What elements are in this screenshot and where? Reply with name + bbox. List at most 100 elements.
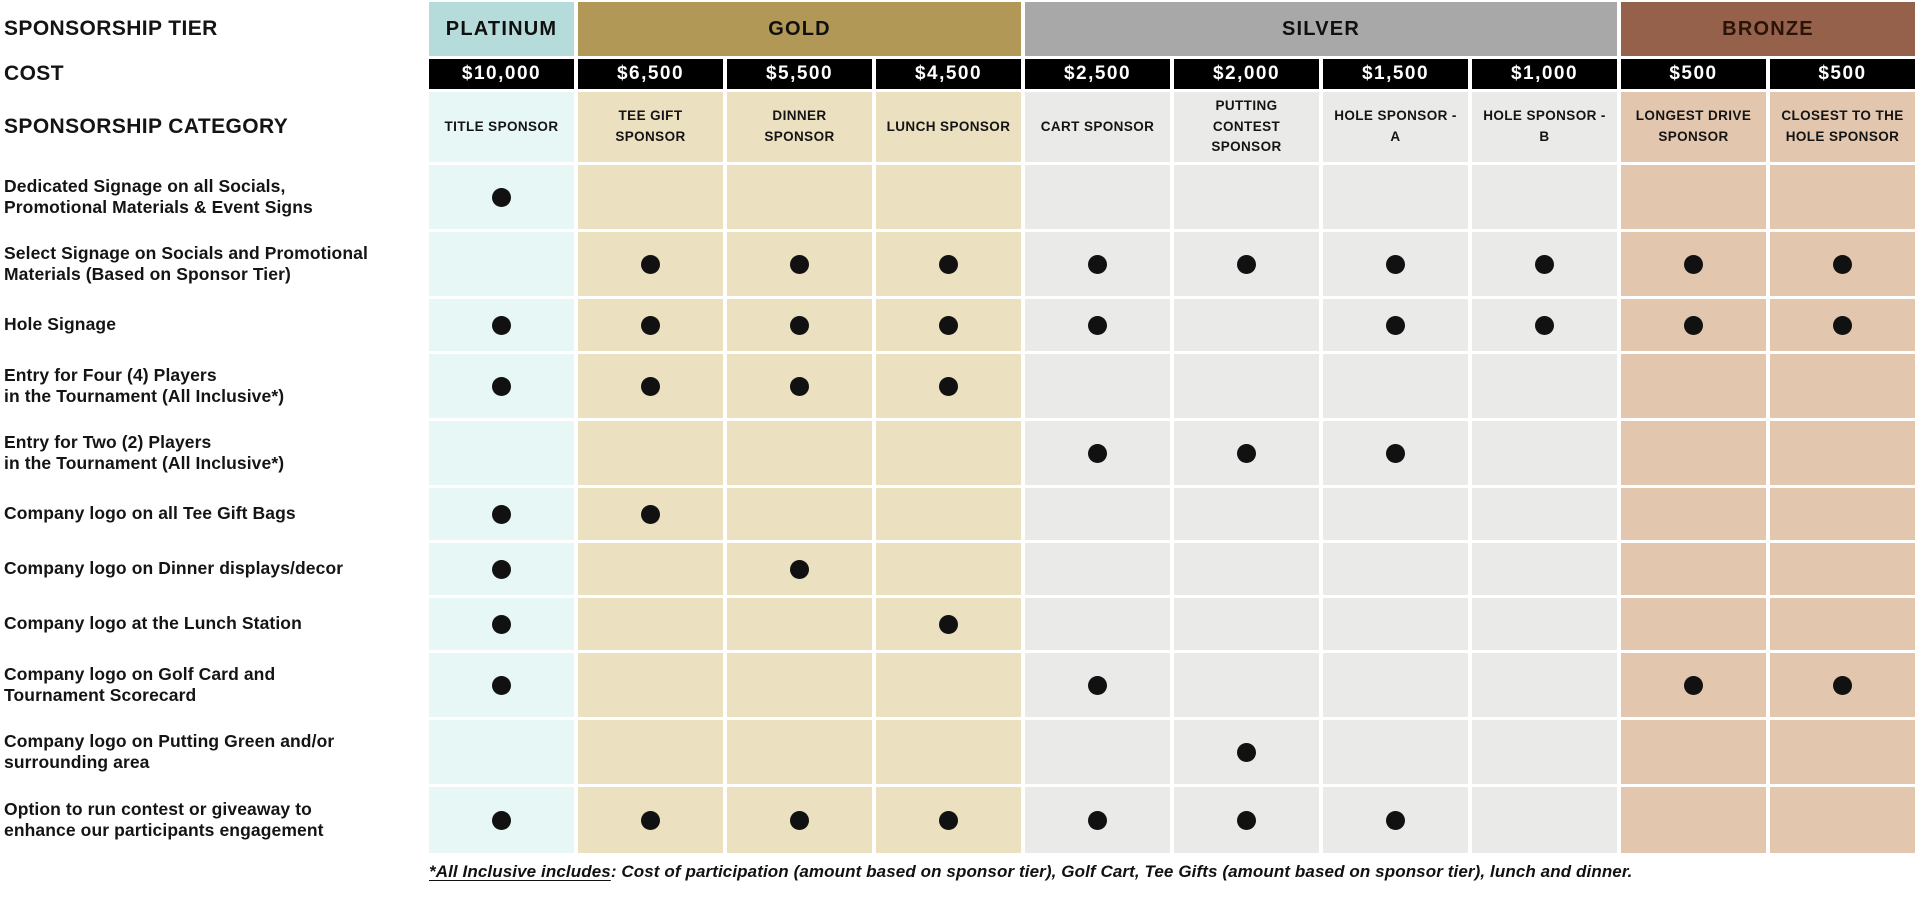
benefit-cell-empty	[1174, 354, 1319, 418]
included-dot-icon	[1386, 315, 1405, 335]
benefit-cell-empty	[1621, 543, 1766, 595]
included-dot-icon	[1833, 254, 1852, 274]
benefit-cell-included	[429, 299, 574, 351]
benefit-cell-empty	[1472, 720, 1617, 784]
benefit-cell-included	[1174, 232, 1319, 296]
included-dot-icon	[1684, 675, 1703, 695]
benefit-cell-included	[578, 299, 723, 351]
included-dot-icon	[939, 376, 958, 396]
benefit-cell-included	[876, 299, 1021, 351]
benefit-cell-empty	[876, 165, 1021, 229]
benefit-cell-included	[1770, 232, 1915, 296]
sponsorship-table: SPONSORSHIP TIER PLATINUM GOLD SILVER BR…	[4, 2, 1915, 853]
included-dot-icon	[1088, 810, 1107, 830]
benefit-cell-empty	[1472, 354, 1617, 418]
benefit-cell-empty	[1770, 787, 1915, 853]
included-dot-icon	[1684, 254, 1703, 274]
benefit-cell-empty	[1621, 488, 1766, 540]
benefit-cell-included	[876, 598, 1021, 650]
benefit-cell-included	[1621, 232, 1766, 296]
included-dot-icon	[939, 810, 958, 830]
included-dot-icon	[1535, 315, 1554, 335]
category-cell: HOLE SPONSOR - B	[1472, 92, 1617, 162]
category-cell: LONGEST DRIVE SPONSOR	[1621, 92, 1766, 162]
benefit-cell-empty	[578, 653, 723, 717]
cost-cell: $2,000	[1174, 59, 1319, 89]
included-dot-icon	[641, 504, 660, 524]
included-dot-icon	[492, 614, 511, 634]
benefit-cell-empty	[1770, 354, 1915, 418]
benefit-cell-included	[578, 787, 723, 853]
included-dot-icon	[492, 376, 511, 396]
footnote-underlined-text: *All Inclusive includes	[429, 862, 611, 881]
benefit-cell-empty	[727, 488, 872, 540]
benefit-row-label: Hole Signage	[4, 299, 425, 351]
included-dot-icon	[492, 559, 511, 579]
benefit-cell-empty	[1621, 421, 1766, 485]
benefit-cell-included	[578, 354, 723, 418]
benefit-cell-empty	[1472, 653, 1617, 717]
benefit-cell-empty	[876, 720, 1021, 784]
included-dot-icon	[1088, 254, 1107, 274]
benefit-cell-included	[1025, 787, 1170, 853]
row-label-sponsorship-category: SPONSORSHIP CATEGORY	[4, 92, 425, 162]
benefit-cell-empty	[1174, 488, 1319, 540]
cost-cell: $500	[1770, 59, 1915, 89]
benefit-cell-empty	[1025, 543, 1170, 595]
benefit-cell-empty	[1770, 543, 1915, 595]
benefit-cell-empty	[429, 421, 574, 485]
included-dot-icon	[492, 187, 511, 207]
benefit-cell-included	[727, 787, 872, 853]
benefit-cell-empty	[1174, 543, 1319, 595]
benefit-cell-empty	[1472, 787, 1617, 853]
benefit-cell-included	[1174, 720, 1319, 784]
included-dot-icon	[790, 376, 809, 396]
benefit-cell-included	[1025, 653, 1170, 717]
benefit-cell-empty	[1323, 653, 1468, 717]
benefit-cell-empty	[1323, 354, 1468, 418]
benefit-cell-empty	[727, 720, 872, 784]
benefit-cell-empty	[727, 165, 872, 229]
benefit-cell-included	[727, 299, 872, 351]
included-dot-icon	[790, 559, 809, 579]
benefit-cell-empty	[1472, 165, 1617, 229]
benefit-cell-included	[429, 165, 574, 229]
category-cell: CART SPONSOR	[1025, 92, 1170, 162]
included-dot-icon	[1833, 675, 1852, 695]
category-cell: PUTTING CONTEST SPONSOR	[1174, 92, 1319, 162]
benefit-row-label: Company logo on Putting Green and/or sur…	[4, 720, 425, 784]
benefit-row-label: Entry for Two (2) Players in the Tournam…	[4, 421, 425, 485]
benefit-cell-empty	[1025, 720, 1170, 784]
category-cell: CLOSEST TO THE HOLE SPONSOR	[1770, 92, 1915, 162]
category-cell: LUNCH SPONSOR	[876, 92, 1021, 162]
category-cell: DINNER SPONSOR	[727, 92, 872, 162]
benefit-cell-included	[1323, 232, 1468, 296]
benefit-cell-empty	[429, 720, 574, 784]
benefit-cell-included	[1025, 421, 1170, 485]
row-label-cost: COST	[4, 59, 425, 89]
benefit-cell-included	[1323, 787, 1468, 853]
benefit-cell-included	[578, 232, 723, 296]
benefit-cell-empty	[876, 543, 1021, 595]
footnote: *All Inclusive includes: Cost of partici…	[429, 862, 1919, 882]
benefit-cell-empty	[578, 165, 723, 229]
included-dot-icon	[939, 315, 958, 335]
included-dot-icon	[1386, 254, 1405, 274]
benefit-cell-empty	[1770, 598, 1915, 650]
tier-header-silver: SILVER	[1025, 2, 1617, 56]
tier-header-gold: GOLD	[578, 2, 1021, 56]
benefit-cell-empty	[578, 720, 723, 784]
included-dot-icon	[641, 376, 660, 396]
benefit-cell-empty	[876, 421, 1021, 485]
benefit-cell-empty	[1621, 787, 1766, 853]
cost-cell: $5,500	[727, 59, 872, 89]
cost-cell: $1,500	[1323, 59, 1468, 89]
included-dot-icon	[1088, 443, 1107, 463]
benefit-cell-empty	[1472, 543, 1617, 595]
benefit-cell-included	[1323, 421, 1468, 485]
included-dot-icon	[1237, 810, 1256, 830]
benefit-row-label: Company logo at the Lunch Station	[4, 598, 425, 650]
included-dot-icon	[939, 254, 958, 274]
benefit-cell-empty	[578, 543, 723, 595]
category-cell: TEE GIFT SPONSOR	[578, 92, 723, 162]
